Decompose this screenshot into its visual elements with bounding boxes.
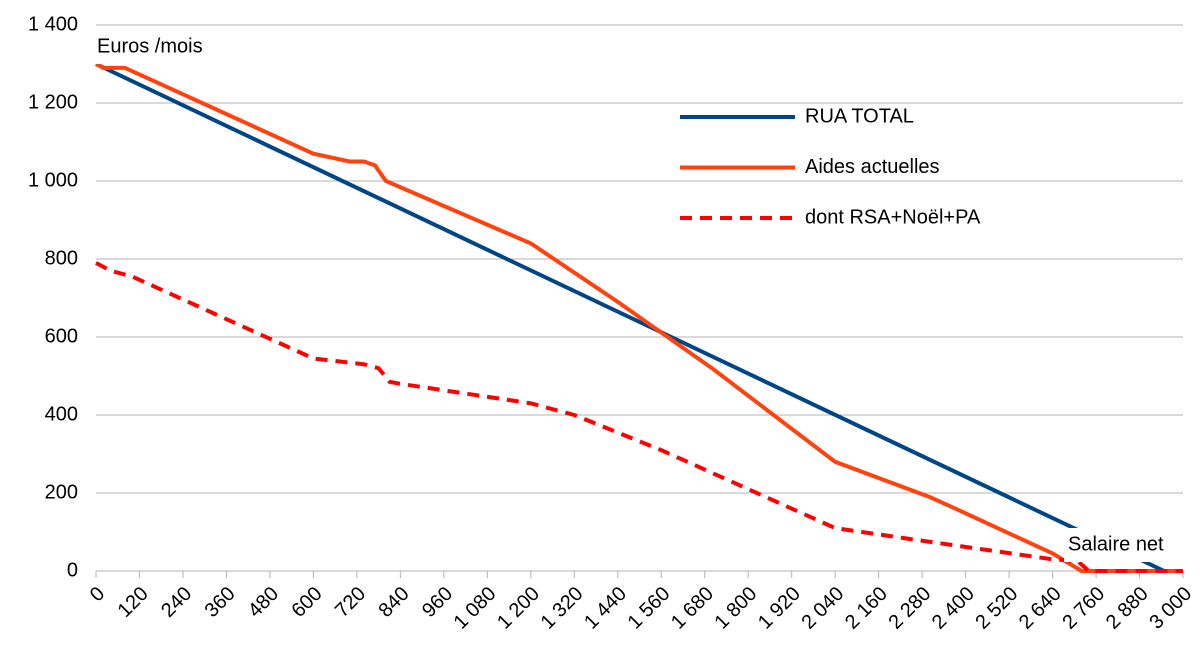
x-tick-label: 3 000 <box>1145 583 1196 634</box>
x-tick-label: 2 880 <box>1102 583 1153 634</box>
legend-label: Aides actuelles <box>805 156 940 178</box>
x-tick-label: 2 760 <box>1058 583 1109 634</box>
x-tick-label: 480 <box>244 583 283 622</box>
legend-label: dont RSA+Noël+PA <box>805 206 981 228</box>
x-tick-label: 2 280 <box>884 583 935 634</box>
x-tick-label: 1 680 <box>667 583 718 634</box>
x-tick-label: 600 <box>288 583 327 622</box>
annotation-bg <box>1064 528 1194 562</box>
x-tick-label: 1 200 <box>493 583 544 634</box>
x-tick-label: 2 040 <box>797 583 848 634</box>
x-tick-label: 840 <box>374 583 413 622</box>
y-annotation: Euros /mois <box>97 35 203 57</box>
x-tick-label: 2 400 <box>928 583 979 634</box>
x-tick-label: 2 640 <box>1015 583 1066 634</box>
x-tick-label: 1 440 <box>580 583 631 634</box>
y-tick-label: 800 <box>45 247 78 269</box>
x-tick-label: 1 560 <box>624 583 675 634</box>
legend-label: RUA TOTAL <box>805 105 914 127</box>
x-tick-label: 2 520 <box>971 583 1022 634</box>
x-tick-label: 1 320 <box>537 583 588 634</box>
x-tick-label: 240 <box>157 583 196 622</box>
x-tick-label: 120 <box>114 583 153 622</box>
x-tick-label: 0 <box>86 583 109 606</box>
x-tick-label: 720 <box>331 583 370 622</box>
x-annotation: Salaire net <box>1068 533 1164 555</box>
x-tick-label: 1 080 <box>450 583 501 634</box>
y-tick-label: 1 000 <box>28 169 78 191</box>
x-tick-label: 1 800 <box>711 583 762 634</box>
y-tick-label: 1 200 <box>28 91 78 113</box>
x-tick-label: 1 920 <box>754 583 805 634</box>
y-tick-label: 1 400 <box>28 13 78 35</box>
y-tick-label: 0 <box>67 559 78 581</box>
y-tick-label: 600 <box>45 325 78 347</box>
y-tick-label: 200 <box>45 481 78 503</box>
x-tick-label: 360 <box>201 583 240 622</box>
line-series <box>95 62 1183 573</box>
line-series <box>95 261 1183 573</box>
y-tick-label: 400 <box>45 403 78 425</box>
annotation-bg <box>92 30 232 64</box>
x-tick-label: 2 160 <box>841 583 892 634</box>
